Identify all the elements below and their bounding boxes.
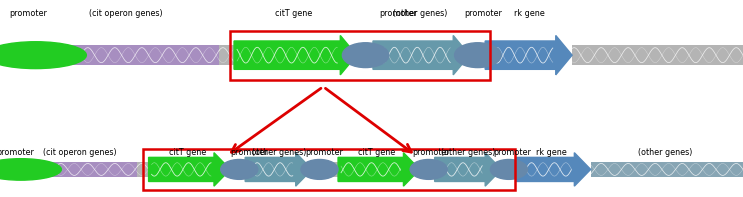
Text: promoter: promoter <box>10 9 47 18</box>
Text: promoter: promoter <box>413 148 450 157</box>
FancyArrow shape <box>338 153 420 186</box>
Text: promoter: promoter <box>0 148 33 157</box>
Text: (other genes): (other genes) <box>441 148 496 157</box>
Text: (other genes): (other genes) <box>393 9 448 18</box>
Ellipse shape <box>221 160 258 179</box>
Text: rk gene: rk gene <box>513 9 545 18</box>
Text: promoter: promoter <box>305 148 343 157</box>
Text: (other genes): (other genes) <box>252 148 307 157</box>
Text: promoter: promoter <box>464 9 502 18</box>
Text: (cit operon genes): (cit operon genes) <box>43 148 117 157</box>
FancyArrow shape <box>149 153 230 186</box>
FancyArrow shape <box>245 153 312 186</box>
FancyArrow shape <box>435 153 502 186</box>
Ellipse shape <box>455 43 501 68</box>
Bar <box>230 31 490 80</box>
FancyArrow shape <box>485 35 572 75</box>
FancyArrow shape <box>373 35 470 75</box>
FancyArrow shape <box>516 153 591 186</box>
Text: citT gene: citT gene <box>169 148 206 157</box>
Ellipse shape <box>301 160 338 179</box>
Ellipse shape <box>490 160 528 179</box>
Text: rk gene: rk gene <box>536 148 567 157</box>
Circle shape <box>0 159 62 180</box>
Ellipse shape <box>410 160 447 179</box>
Bar <box>143 149 515 190</box>
Text: citT gene: citT gene <box>275 9 312 18</box>
Text: citT gene: citT gene <box>358 148 395 157</box>
FancyArrow shape <box>234 35 357 75</box>
Text: promoter: promoter <box>494 148 531 157</box>
Text: promoter: promoter <box>380 9 417 18</box>
Text: promoter: promoter <box>231 148 268 157</box>
Circle shape <box>0 42 86 69</box>
Text: (other genes): (other genes) <box>637 148 692 157</box>
Text: (cit operon genes): (cit operon genes) <box>89 9 163 18</box>
Ellipse shape <box>343 43 389 68</box>
